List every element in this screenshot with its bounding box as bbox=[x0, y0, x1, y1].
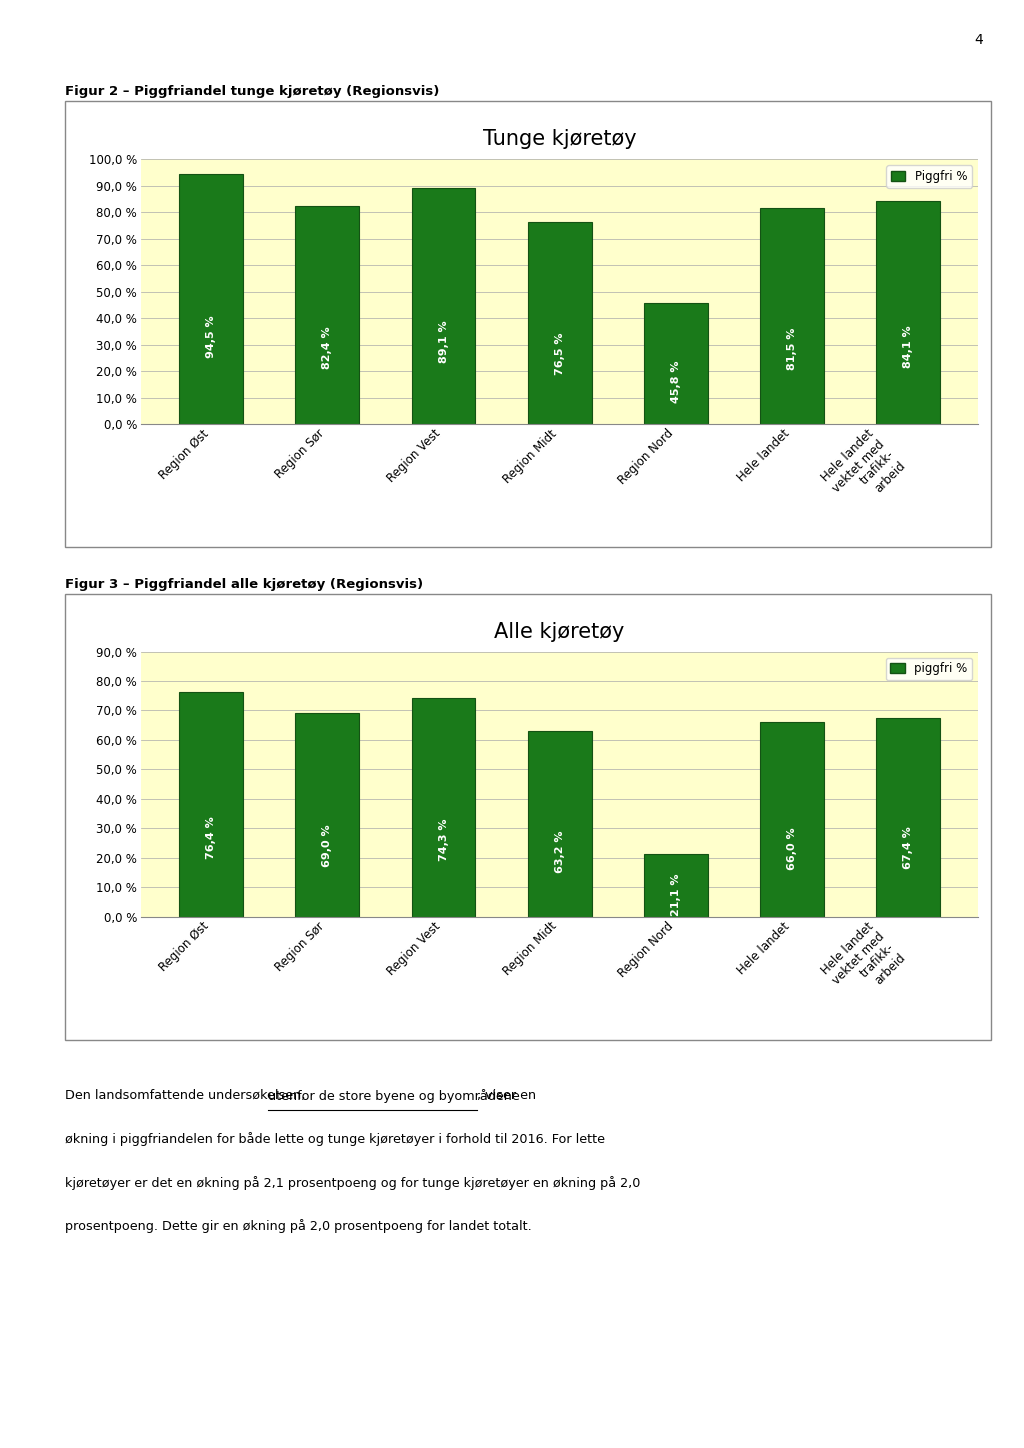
Bar bbox=[527, 730, 592, 917]
Text: 89,1 %: 89,1 % bbox=[438, 320, 449, 363]
Text: Figur 3 – Piggfriandel alle kjøretøy (Regionsvis): Figur 3 – Piggfriandel alle kjøretøy (Re… bbox=[65, 578, 423, 591]
Bar bbox=[876, 718, 940, 917]
Text: , viser en: , viser en bbox=[477, 1089, 537, 1102]
Bar bbox=[644, 854, 708, 917]
Text: 76,5 %: 76,5 % bbox=[555, 332, 564, 375]
Text: 94,5 %: 94,5 % bbox=[206, 316, 216, 358]
Bar bbox=[296, 714, 359, 917]
Bar bbox=[760, 723, 823, 917]
Text: 69,0 %: 69,0 % bbox=[323, 824, 333, 867]
Text: kjøretøyer er det en økning på 2,1 prosentpoeng og for tunge kjøretøyer en øknin: kjøretøyer er det en økning på 2,1 prose… bbox=[65, 1176, 640, 1190]
Text: 81,5 %: 81,5 % bbox=[786, 327, 797, 369]
Text: 74,3 %: 74,3 % bbox=[438, 818, 449, 862]
Bar bbox=[179, 174, 244, 424]
Bar bbox=[296, 206, 359, 424]
Title: Alle kjøretøy: Alle kjøretøy bbox=[495, 621, 625, 641]
Bar bbox=[412, 188, 475, 424]
Bar bbox=[876, 201, 940, 424]
Text: 84,1 %: 84,1 % bbox=[903, 324, 913, 368]
Text: 21,1 %: 21,1 % bbox=[671, 873, 681, 917]
Bar bbox=[179, 692, 244, 917]
Text: prosentpoeng. Dette gir en økning på 2,0 prosentpoeng for landet totalt.: prosentpoeng. Dette gir en økning på 2,0… bbox=[65, 1219, 531, 1234]
Text: 63,2 %: 63,2 % bbox=[555, 830, 564, 873]
Text: 82,4 %: 82,4 % bbox=[323, 327, 333, 369]
Bar bbox=[527, 222, 592, 424]
Text: utenfor de store byene og byområdene: utenfor de store byene og byområdene bbox=[268, 1089, 520, 1103]
Bar bbox=[412, 698, 475, 917]
Text: 66,0 %: 66,0 % bbox=[786, 827, 797, 870]
Text: 76,4 %: 76,4 % bbox=[206, 817, 216, 859]
Text: 67,4 %: 67,4 % bbox=[903, 825, 913, 869]
Text: Figur 2 – Piggfriandel tunge kjøretøy (Regionsvis): Figur 2 – Piggfriandel tunge kjøretøy (R… bbox=[65, 85, 439, 98]
Text: Den landsomfattende undersøkelsen,: Den landsomfattende undersøkelsen, bbox=[65, 1089, 309, 1102]
Legend: piggfri %: piggfri % bbox=[886, 657, 972, 681]
Text: 45,8 %: 45,8 % bbox=[671, 361, 681, 403]
Bar bbox=[760, 209, 823, 424]
Title: Tunge kjøretøy: Tunge kjøretøy bbox=[482, 129, 637, 149]
Text: 4: 4 bbox=[974, 33, 983, 48]
Text: økning i piggfriandelen for både lette og tunge kjøretøyer i forhold til 2016. F: økning i piggfriandelen for både lette o… bbox=[65, 1132, 604, 1147]
Bar bbox=[644, 303, 708, 424]
Legend: Piggfri %: Piggfri % bbox=[887, 165, 972, 188]
